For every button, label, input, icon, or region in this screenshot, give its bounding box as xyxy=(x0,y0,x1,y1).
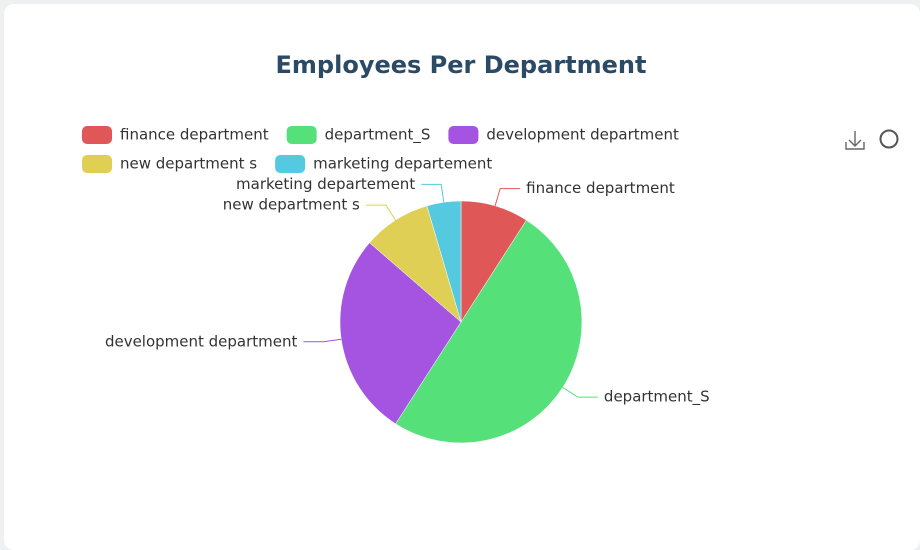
restore-button[interactable] xyxy=(879,129,899,149)
legend-text: new department s xyxy=(120,155,257,173)
label-line xyxy=(494,188,521,207)
legend-swatch xyxy=(82,126,112,144)
legend-swatch xyxy=(286,126,317,144)
legend-text: development department xyxy=(486,126,679,144)
legend-swatch xyxy=(448,126,479,144)
pie-slice xyxy=(339,242,462,425)
slice-label: new department s xyxy=(223,196,360,214)
chart-title: Employees Per Department xyxy=(276,51,647,79)
label-line xyxy=(365,204,397,221)
slice-label: marketing departement xyxy=(236,175,415,193)
slice-label: finance department xyxy=(526,179,675,197)
legend-swatch xyxy=(275,155,306,173)
download-button[interactable] xyxy=(845,131,865,150)
label-line xyxy=(303,338,342,343)
legend-swatch xyxy=(82,155,112,173)
slice-label: development department xyxy=(105,332,298,350)
label-line xyxy=(421,183,445,203)
legend-text: department_S xyxy=(325,126,431,145)
legend-text: finance department xyxy=(120,126,269,144)
slice-label: department_S xyxy=(604,388,710,407)
legend-text: marketing departement xyxy=(313,155,492,173)
label-line xyxy=(562,386,598,398)
download-icon[interactable] xyxy=(845,131,865,150)
